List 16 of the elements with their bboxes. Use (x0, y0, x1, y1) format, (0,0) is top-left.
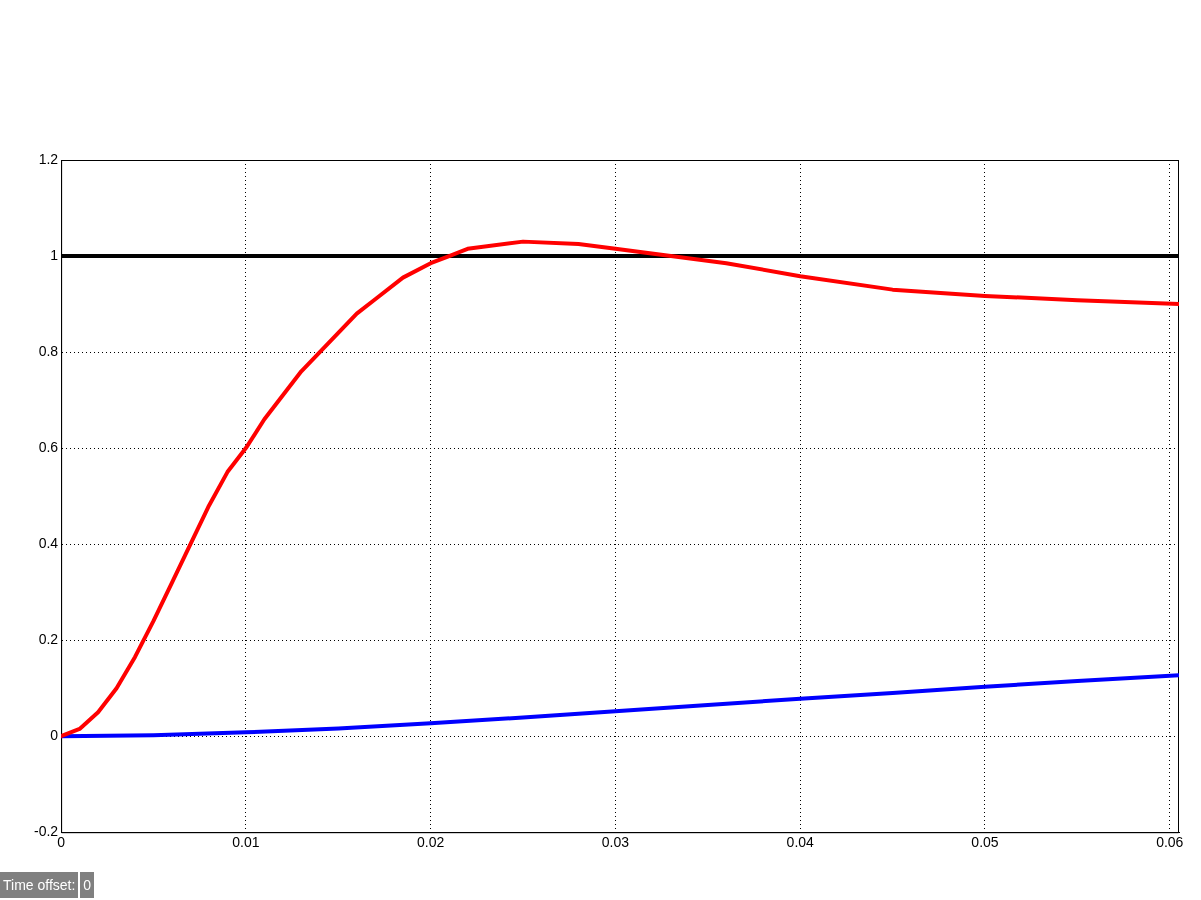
y-tick-label: 0 (50, 727, 59, 744)
text: Time offset: (0, 872, 79, 898)
y-tick-label: 0.2 (38, 631, 59, 647)
y-tick-label: 0.8 (38, 342, 59, 359)
text: 0 (80, 872, 95, 898)
x-tick-label: 0.03 (601, 834, 630, 851)
x-tick-label: 0.06 (1156, 834, 1184, 851)
y-tick-label: -0.2 (34, 823, 59, 840)
x-tick-label: 0.01 (232, 834, 260, 851)
y-tick-label: 1.2 (38, 150, 59, 167)
y-tick-label: 1 (50, 246, 59, 263)
x-tick-label: 0.04 (786, 834, 815, 851)
x-tick-label: 0.05 (971, 834, 999, 851)
x-tick-label: 0.02 (417, 834, 445, 851)
y-tick-label: 0.4 (38, 534, 59, 551)
y-tick-label: 0.6 (38, 438, 59, 455)
